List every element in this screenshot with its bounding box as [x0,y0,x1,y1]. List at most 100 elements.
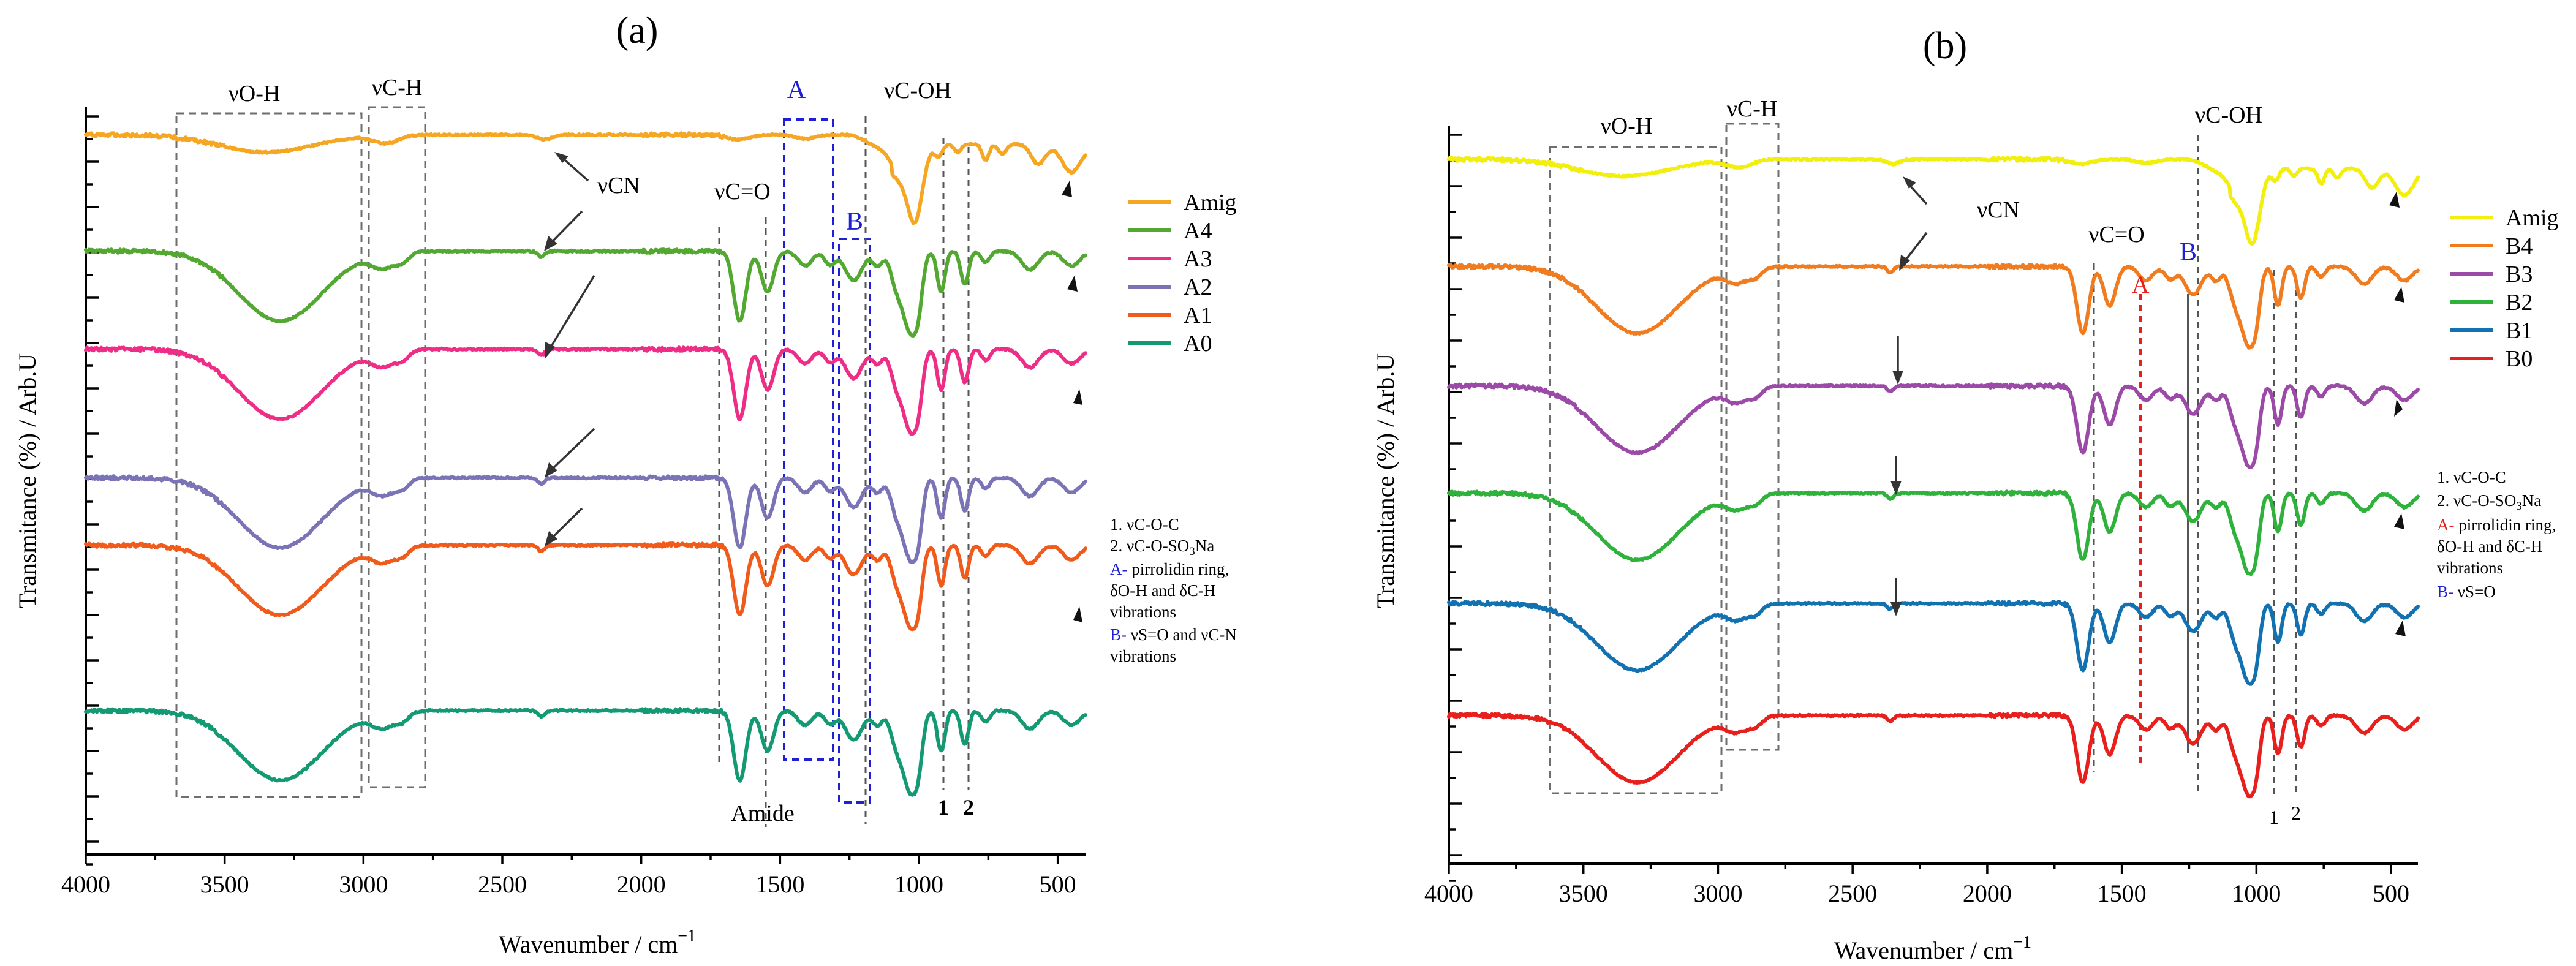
panel-b-note-2: 2. νC-O-SO3Na [2437,491,2541,513]
panel-b-cn-arrows [1890,176,1928,616]
series-A2-line [84,474,1087,564]
panel-b-region-b-label: B [2180,238,2197,266]
series-B4-line [1447,263,2420,350]
panel-a-region-a-label: A [787,76,806,104]
series-B1-line [1447,600,2420,686]
panel-b-peak2-label: 2 [2291,802,2301,824]
x-tick-label: 3000 [1693,880,1742,907]
x-tick-label: 2500 [478,870,527,898]
x-tick-label: 1500 [2098,880,2147,907]
x-tick-label: 500 [1040,870,1076,898]
x-tick-label: 2000 [1963,880,2012,907]
x-tick-label: 500 [2373,880,2409,907]
panel-a-oh-region-box [175,112,363,798]
panel-b-note-6: B- νS=O [2437,583,2496,601]
panel-a-note-4: δO-H and δC-H [1110,581,1215,600]
series-B2-line [1447,489,2420,576]
panel-a-amide-label: Amide [731,801,794,826]
legend-label-B1: B1 [2506,318,2533,344]
legend-label-B2: B2 [2506,290,2533,315]
panel-a-note-5: vibrations [1110,603,1176,621]
legend-label-A3: A3 [1184,246,1212,272]
panel-a-peak1-label: 1 [938,795,949,820]
panel-b-note-1: 1. νC-O-C [2437,468,2506,486]
x-tick-label: 3500 [200,870,249,898]
panel-b-oh-region-box [1549,146,1723,794]
panel-b-label: (b) [1923,25,1967,67]
x-tick-label: 2000 [617,870,666,898]
series-B0-line [1447,712,2420,799]
panel-b-note-3: A- pirrolidin ring, [2437,516,2556,534]
panel-a-y-ticks [86,115,99,866]
series-A1-line [84,541,1087,632]
panel-b-end-arrows [2389,192,2406,636]
series-A3-line [84,345,1087,436]
panel-a-co-label: νC=O [714,179,770,205]
series-B3-line [1447,382,2420,469]
x-tick-label: 1500 [755,870,804,898]
legend-label-A0: A0 [1184,331,1212,357]
panel-a-x-ticks: 4000 3500 3000 2500 2000 1500 1000 500 [61,855,1076,898]
x-tick-label: 2500 [1828,880,1877,907]
legend-label-Amig: Amig [2506,205,2559,231]
panel-a-coh-label: νC-OH [884,78,951,104]
panel-b-cn-label: νCN [1977,197,2020,223]
panel-b-region-a-label: A [2132,271,2150,298]
panel-b-peak1-label: 1 [2269,806,2279,828]
legend-label-A2: A2 [1184,274,1212,300]
panel-a-notes: 1. νC-O-C 2. νC-O-SO3Na A- pirrolidin ri… [1110,515,1237,665]
series-A0-line [84,707,1087,797]
x-tick-label: 4000 [61,870,110,898]
panel-a-x-label: Wavenumber / cm−1 [499,927,696,958]
panel-b-x-label: Wavenumber / cm−1 [1834,933,2031,964]
x-tick-label: 3500 [1559,880,1608,907]
panel-b-notes: 1. νC-O-C 2. νC-O-SO3Na A- pirrolidin ri… [2437,468,2556,601]
panel-a-label: (a) [616,10,659,51]
panel-b-oh-label: νO-H [1601,113,1653,139]
panel-b-x-ticks: 4000 3500 3000 2500 2000 1500 1000 500 [1424,864,2409,907]
panel-a-peak2-label: 2 [963,795,974,820]
panel-b-note-5: vibrations [2437,559,2503,577]
x-tick-label: 1000 [894,870,943,898]
panel-a-note-7: vibrations [1110,647,1176,665]
panel-b-note-4: δO-H and δC-H [2437,537,2542,556]
panel-b-y-ticks [1449,134,1462,882]
panel-b-spectra [1447,156,2420,799]
panel-a: (a) 4000 3500 3000 2500 2000 1500 1000 500 Wave… [13,10,1237,958]
panel-a-y-label: Transmitance (%) / Arb.U [13,353,41,608]
legend-label-B3: B3 [2506,262,2533,287]
legend-label-A1: A1 [1184,303,1212,328]
panel-a-region-b-label: B [846,208,863,236]
legend-label-A4: A4 [1184,218,1212,244]
legend-label-B4: B4 [2506,233,2533,259]
panel-a-spectra [84,131,1087,797]
legend-label-B0: B0 [2506,346,2533,372]
panel-a-ch-label: νC-H [372,75,423,100]
panel-a-note-1: 1. νC-O-C [1110,515,1179,534]
panel-a-note-6: B- νS=O and νC-N [1110,625,1237,644]
series-Amig-line [1447,156,2420,246]
panel-a-oh-label: νO-H [229,81,281,107]
legend-label-Amig: Amig [1184,190,1237,216]
panel-a-ch-region-box [368,106,426,788]
panel-a-cn-label: νCN [597,173,640,198]
series-Amig-line [84,131,1087,225]
panel-a-region-b-box [838,238,871,804]
panel-b-ch-label: νC-H [1727,96,1778,122]
x-tick-label: 1000 [2232,880,2281,907]
panel-b-ch-region-box [1725,123,1780,751]
panel-a-end-arrows [1062,181,1082,622]
panel-b-coh-label: νC-OH [2195,102,2262,128]
panel-a-note-3: A- pirrolidin ring, [1110,560,1229,578]
x-tick-label: 4000 [1424,880,1473,907]
panel-a-region-a-box [783,118,834,761]
panel-a-cn-arrows [544,152,595,546]
x-tick-label: 3000 [339,870,388,898]
panel-b-y-label: Transmitance (%) / Arb.U [1372,353,1399,608]
panel-b: (b) 4000 3500 3000 2500 2000 1500 1000 500 Wave… [1372,25,2559,964]
panel-b-co-label: νC=O [2088,222,2144,247]
panel-a-note-2: 2. νC-O-SO3Na [1110,537,1214,558]
